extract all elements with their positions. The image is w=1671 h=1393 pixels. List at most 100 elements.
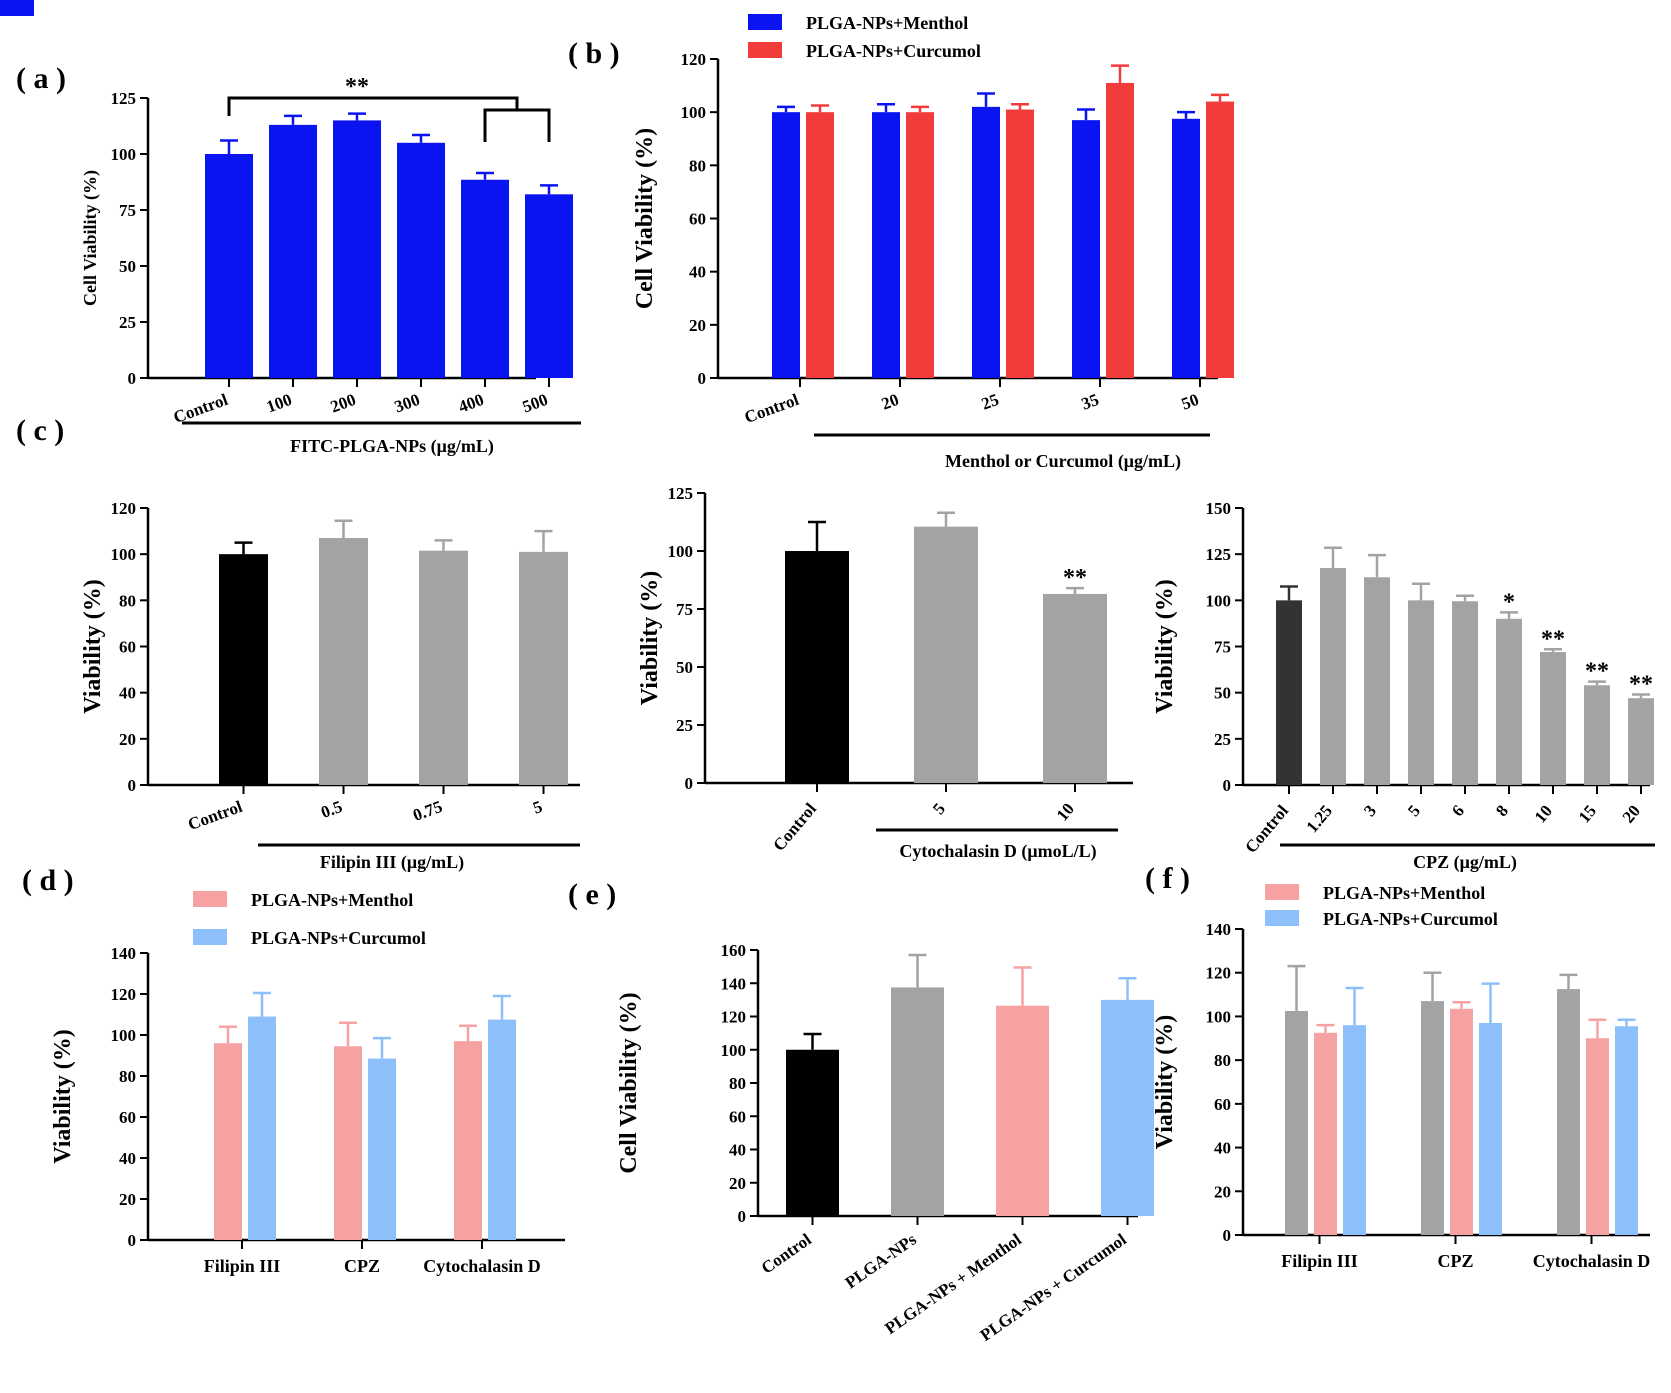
bar (219, 554, 268, 785)
panel-label-d: ( d ) (22, 864, 74, 897)
chart-c3: 0 25 50 75 100 125 150 Viability (%) Control 1.25… (1152, 499, 1655, 873)
x-tick-label: 10 (1531, 801, 1556, 826)
y-tick-label: 100 (1206, 1007, 1232, 1026)
panel-label-a: ( a ) (16, 62, 66, 95)
y-tick-label: 40 (689, 263, 706, 282)
panel-label-b: ( b ) (568, 37, 620, 70)
y-tick-label: 20 (1214, 1182, 1231, 1201)
x-tick-label: 3 (1360, 801, 1380, 820)
y-tick-label: 80 (119, 591, 136, 610)
bar (1172, 118, 1200, 378)
y-tick-label: 50 (119, 257, 136, 276)
x-tick-label: Control (171, 390, 231, 427)
x-axis-label: CPZ (μg/mL) (1413, 852, 1517, 873)
x-tick-label: 20 (1619, 801, 1644, 826)
y-tick-label: 60 (1214, 1095, 1231, 1114)
y-tick-label: 125 (668, 484, 694, 503)
y-tick-label: 100 (1206, 591, 1232, 610)
bar (1106, 82, 1134, 379)
bar (891, 987, 944, 1216)
bar (996, 1005, 1049, 1216)
bar (906, 112, 934, 379)
y-axis-label: Viability (%) (1152, 1015, 1178, 1149)
panel-label-c: ( c ) (16, 414, 64, 447)
bar (772, 112, 800, 379)
bar (1276, 600, 1302, 785)
panel-label-e: ( e ) (568, 878, 616, 911)
bar (1615, 1026, 1638, 1235)
bar (1101, 999, 1154, 1216)
y-tick-label: 160 (721, 941, 747, 960)
bar (1496, 618, 1522, 785)
y-tick-label: 20 (729, 1174, 746, 1193)
y-tick-label: 40 (119, 684, 136, 703)
x-tick-label: Filipin III (204, 1256, 281, 1276)
y-axis-label: Cell Viability (%) (632, 128, 658, 309)
x-axis-label: Menthol or Curcumol (μg/mL) (945, 451, 1181, 472)
y-axis-label: Viability (%) (50, 1029, 76, 1163)
chart-f: 0 20 40 60 80 100 120 140 Viability (%) Filipin I… (1152, 883, 1650, 1271)
bar (1343, 1025, 1366, 1235)
y-tick-label: 0 (128, 369, 137, 388)
y-tick-label: 100 (111, 145, 137, 164)
x-tick-label: 400 (456, 390, 486, 417)
y-tick-label: 125 (111, 89, 137, 108)
y-tick-label: 140 (721, 974, 747, 993)
bar (1072, 120, 1100, 379)
x-tick-label: 5 (1404, 801, 1424, 820)
chart-b: 0 20 40 60 80 100 120 Cell Viability (%) Control… (632, 13, 1234, 472)
significance-bracket (483, 108, 551, 142)
y-tick-label: 80 (119, 1067, 136, 1086)
y-tick-label: 60 (689, 210, 706, 229)
bar (1421, 1001, 1444, 1235)
x-tick-label: Filipin III (1281, 1251, 1358, 1271)
bar (333, 120, 381, 379)
y-tick-label: 140 (1206, 920, 1232, 939)
bar (1206, 101, 1234, 379)
x-tick-label: 10 (1053, 799, 1078, 824)
legend-label: PLGA-NPs+Curcumol (1323, 909, 1498, 929)
y-tick-label: 100 (111, 545, 137, 564)
y-axis-label: Viability (%) (637, 571, 663, 705)
x-tick-label: 1.25 (1302, 801, 1336, 836)
y-tick-label: 125 (1206, 545, 1232, 564)
y-tick-label: 0 (1223, 1226, 1232, 1245)
y-tick-label: 0 (738, 1207, 747, 1226)
x-tick-label: Cytochalasin D (423, 1256, 541, 1276)
bar (461, 179, 509, 378)
y-tick-label: 80 (1214, 1051, 1231, 1070)
bar (1586, 1038, 1609, 1235)
x-axis-label: Cytochalasin D (μmoL/L) (899, 841, 1096, 862)
significance-mark: ** (345, 74, 369, 100)
chart-d: 0 20 40 60 80 100 120 140 Viability (%) Filipin I… (50, 890, 565, 1276)
y-tick-label: 80 (689, 156, 706, 175)
significance-mark: * (1503, 589, 1515, 615)
y-tick-label: 60 (729, 1107, 746, 1126)
x-tick-label: Control (758, 1230, 815, 1278)
y-axis-label: Cell Viability (%) (80, 170, 101, 306)
bar (519, 551, 568, 785)
x-tick-label: Cytochalasin D (1533, 1251, 1651, 1271)
legend-swatch (193, 929, 227, 945)
y-tick-label: 25 (676, 716, 693, 735)
y-tick-label: 50 (1214, 684, 1231, 703)
bar (419, 550, 468, 785)
x-tick-label: 15 (1575, 801, 1600, 826)
y-tick-label: 75 (119, 201, 136, 220)
x-tick-label: 200 (328, 390, 358, 417)
significance-mark: ** (1629, 672, 1653, 698)
x-tick-label: 25 (979, 390, 1001, 414)
bar (214, 1043, 242, 1240)
x-tick-label: 20 (879, 390, 901, 414)
x-tick-label: 300 (392, 390, 422, 417)
x-tick-label: 0.75 (410, 797, 444, 825)
x-tick-label: 5 (929, 799, 949, 818)
y-tick-label: 120 (721, 1008, 747, 1027)
y-axis-label: Cell Viability (%) (616, 992, 642, 1173)
y-tick-label: 40 (119, 1149, 136, 1168)
bar (806, 112, 834, 379)
y-tick-label: 50 (676, 658, 693, 677)
legend-label: PLGA-NPs+Curcumol (806, 41, 981, 61)
x-tick-label: Control (185, 797, 245, 834)
